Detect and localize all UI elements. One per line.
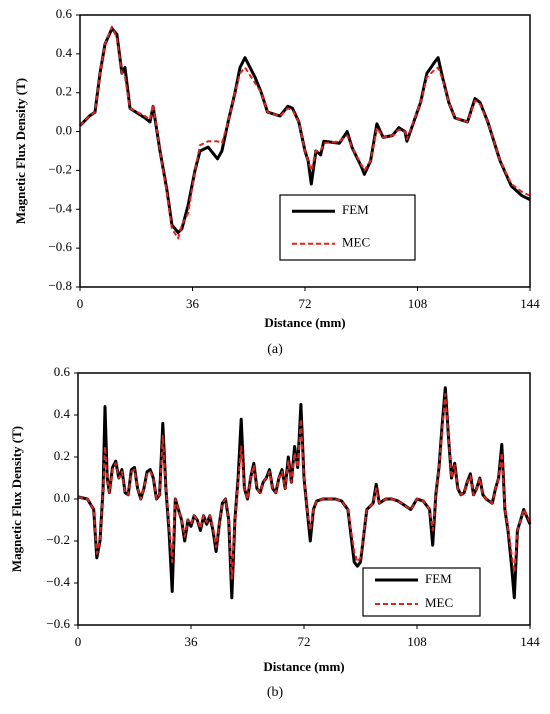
x-tick-label: 144 [520,634,540,649]
legend-box [279,194,416,261]
y-tick-label: −0.8 [48,278,72,293]
y-tick-label: −0.4 [46,574,70,589]
y-axis-label: Magnetic Flux Density (T) [9,426,24,572]
y-tick-label: −0.2 [48,161,72,176]
legend-label: MEC [425,595,453,610]
plot-frame [77,372,531,626]
x-tick-label: 72 [298,634,311,649]
x-tick-label: 36 [186,296,200,311]
plot-frame [79,14,531,288]
y-tick-label: 0.0 [56,123,72,138]
y-tick-label: −0.6 [48,239,72,254]
y-tick-label: 0.2 [54,448,70,463]
y-axis-label: Magnetic Flux Density (T) [13,78,28,224]
y-tick-label: 0.4 [54,406,71,421]
x-tick-label: 36 [185,634,199,649]
y-tick-label: 0.2 [56,84,72,99]
x-tick-label: 108 [407,634,427,649]
legend-box [362,567,481,617]
caption: (b) [267,685,284,700]
x-tick-label: 108 [408,296,428,311]
legend-label: FEM [425,571,452,586]
x-axis-label: Distance (mm) [263,659,344,674]
x-tick-label: 0 [75,634,82,649]
x-tick-label: 72 [299,296,312,311]
y-tick-label: −0.2 [46,532,70,547]
legend-label: MEC [342,235,370,250]
data-line [77,393,531,580]
legend-label: FEM [342,202,369,217]
y-tick-label: 0.4 [56,45,73,60]
y-tick-label: 0.6 [56,6,73,21]
data-line [77,386,532,600]
y-tick-label: −0.4 [48,200,72,215]
x-tick-label: 0 [77,296,84,311]
y-tick-label: 0.0 [54,490,70,505]
y-tick-label: −0.6 [46,616,70,631]
x-tick-label: 144 [520,296,540,311]
y-tick-label: 0.6 [54,364,71,379]
data-line [79,25,531,240]
caption: (a) [267,342,283,357]
x-axis-label: Distance (mm) [264,315,345,330]
